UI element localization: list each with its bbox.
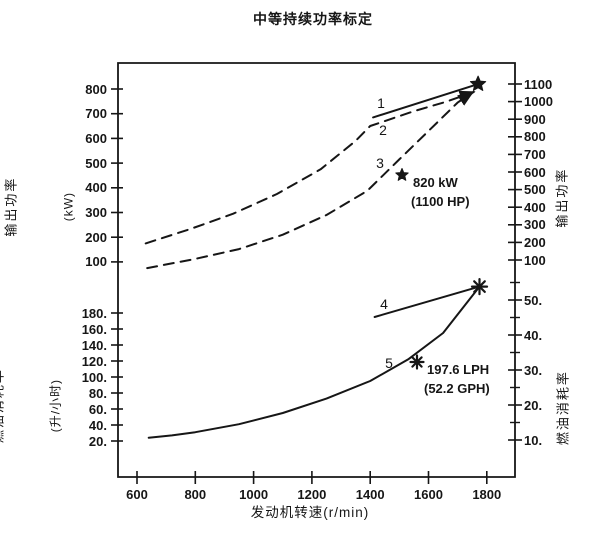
tick-label: 100 [85, 254, 107, 270]
tick-label: 40. [88, 417, 107, 433]
tick-label: 500 [524, 182, 546, 198]
tick-label: 1000 [524, 94, 553, 110]
axis-label-fuel-lph-text: 燃油消耗率 [0, 368, 5, 444]
tick-label: 600 [85, 130, 107, 146]
tick-label: 1100 [524, 76, 553, 92]
tick-label: 80. [88, 385, 107, 401]
tick-label: 600 [126, 487, 148, 502]
tick-label: 300 [524, 217, 546, 233]
tick-label: 800 [524, 129, 546, 145]
tick-label: 1000 [239, 487, 269, 502]
tick-label: 600 [524, 164, 546, 180]
star-legend-icon [395, 168, 409, 181]
tick-label: 1400 [355, 487, 385, 502]
tick-label: 30. [524, 362, 543, 378]
asterisk-marker-rated-fuel-icon [470, 278, 489, 296]
curve-label-3: 3 [376, 155, 384, 171]
tick-label: 700 [524, 146, 546, 162]
tick-label: 10. [524, 432, 543, 448]
tick-label: 400 [524, 199, 546, 215]
curve-label-1: 1 [377, 95, 385, 111]
tick-label: 1800 [472, 487, 502, 502]
curve-label-2: 2 [379, 122, 387, 138]
annotation-rated-fuel-line2: (52.2 GPH) [424, 381, 490, 396]
tick-label: 1600 [414, 487, 443, 502]
axis-label-power-kw-text: 输出功率 [2, 176, 18, 237]
tick-label: 40. [524, 327, 543, 343]
tick-label: 700 [85, 106, 107, 122]
tick-label: 180. [81, 305, 107, 321]
tick-label: 300 [85, 205, 107, 220]
tick-label: 900 [524, 111, 546, 127]
tick-label: 800 [85, 81, 107, 97]
curve-label-5: 5 [385, 355, 393, 371]
tick-label: 400 [85, 180, 107, 196]
plot-frame [117, 62, 516, 478]
x-axis-label: 发动机转速(r/min) [250, 505, 370, 520]
tick-label: 100. [81, 369, 107, 385]
annotation-rated-power-line1: 820 kW [413, 175, 458, 190]
asterisk-legend-icon [409, 354, 425, 370]
star-marker-rated-power-icon [469, 75, 487, 91]
curve-3 [146, 91, 474, 270]
curve-label-4: 4 [380, 296, 388, 312]
chart-title: 中等持续功率标定 [253, 11, 373, 27]
tick-label: 160. [81, 321, 107, 337]
tick-label: 500 [85, 155, 107, 171]
tick-label: 1200 [297, 487, 327, 502]
tick-label: 800 [184, 487, 207, 502]
curve-5 [147, 285, 481, 439]
tick-label: 60. [88, 401, 107, 417]
tick-label: 200 [85, 229, 107, 245]
curve-4 [373, 285, 481, 318]
tick-label: 20. [88, 433, 107, 449]
curve-2 [144, 90, 476, 245]
tick-label: 20. [524, 397, 543, 413]
tick-label: 50. [524, 292, 543, 308]
tick-label: 140. [81, 337, 107, 353]
annotation-rated-power-line2: (1100 HP) [411, 194, 470, 209]
annotation-rated-fuel-line1: 197.6 LPH [427, 362, 490, 377]
curve-1 [372, 83, 480, 119]
tick-label: 200 [524, 234, 546, 250]
tick-label: 100 [524, 252, 546, 268]
tick-label: 120. [81, 353, 107, 369]
